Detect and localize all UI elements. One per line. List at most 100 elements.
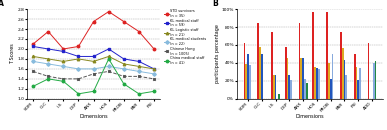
- Bar: [273, 76, 275, 99]
- Bar: [332, 54, 333, 99]
- KL medical staff
(n = 59): [122, 58, 126, 60]
- Bar: [278, 94, 280, 99]
- KL medical staff
(n = 59): [137, 61, 141, 62]
- Chinese Hong
(n = 1005): [106, 71, 111, 72]
- KL Logistic staff
(n = 21): [122, 63, 126, 65]
- KL Logistic staff
(n = 21): [91, 61, 96, 62]
- Bar: [330, 79, 332, 99]
- STD survivors
(n = 35): [137, 31, 141, 32]
- Chinese Hong
(n = 1005): [46, 76, 51, 77]
- Chinese Hong
(n = 1005): [137, 76, 141, 77]
- KL Logistic staff
(n = 21): [137, 66, 141, 67]
- Bar: [368, 43, 369, 99]
- KL Logistic staff
(n = 21): [31, 56, 36, 57]
- Bar: [357, 80, 359, 99]
- China medical staff
(n = 41): [122, 83, 126, 85]
- Bar: [342, 48, 344, 99]
- Y-axis label: T Scores: T Scores: [10, 44, 15, 64]
- Bar: [314, 67, 316, 99]
- KL medical staff
(n = 59): [106, 48, 111, 50]
- Bar: [316, 68, 318, 99]
- STD survivors
(n = 35): [31, 43, 36, 45]
- KL Logistic staff
(n = 21): [61, 61, 66, 62]
- Line: STD survivors
(n = 35): STD survivors (n = 35): [32, 10, 155, 50]
- X-axis label: Dimensions: Dimensions: [296, 114, 324, 119]
- KL medical staff
(n = 59): [46, 48, 51, 50]
- Bar: [288, 76, 290, 99]
- Chinese Hong
(n = 1005): [152, 78, 156, 80]
- Bar: [302, 58, 304, 99]
- Bar: [271, 32, 273, 99]
- Bar: [318, 69, 320, 99]
- X-axis label: Dimensions: Dimensions: [79, 114, 108, 119]
- KL medical students
(n = 22): [46, 63, 51, 65]
- KL medical students
(n = 22): [106, 66, 111, 67]
- Chinese Hong
(n = 1005): [91, 73, 96, 75]
- Bar: [304, 79, 306, 99]
- Bar: [247, 54, 249, 99]
- Line: KL Logistic staff
(n = 21): KL Logistic staff (n = 21): [32, 55, 155, 70]
- STD survivors
(n = 35): [106, 11, 111, 12]
- Chinese Hong
(n = 1005): [31, 71, 36, 72]
- China medical staff
(n = 41): [137, 93, 141, 95]
- Bar: [261, 54, 263, 99]
- STD survivors
(n = 35): [91, 21, 96, 22]
- Bar: [312, 12, 314, 99]
- Bar: [340, 32, 342, 99]
- Line: Chinese Hong
(n = 1005): Chinese Hong (n = 1005): [32, 70, 155, 80]
- KL medical students
(n = 22): [91, 68, 96, 70]
- Bar: [326, 12, 328, 99]
- KL medical staff
(n = 59): [152, 68, 156, 70]
- China medical staff
(n = 41): [152, 90, 156, 92]
- Bar: [356, 67, 357, 99]
- Bar: [354, 54, 356, 99]
- Chinese Hong
(n = 1005): [122, 76, 126, 77]
- Bar: [344, 60, 345, 99]
- China medical staff
(n = 41): [91, 90, 96, 92]
- Text: B: B: [212, 0, 218, 8]
- Bar: [249, 65, 251, 99]
- Bar: [306, 83, 308, 99]
- KL Logistic staff
(n = 21): [76, 58, 81, 60]
- Text: A: A: [0, 0, 4, 8]
- Bar: [245, 64, 247, 99]
- China medical staff
(n = 41): [76, 93, 81, 95]
- KL medical students
(n = 22): [122, 68, 126, 70]
- Bar: [345, 75, 347, 99]
- Bar: [285, 47, 287, 99]
- KL Logistic staff
(n = 21): [152, 68, 156, 70]
- Chinese Hong
(n = 1005): [61, 78, 66, 80]
- KL medical students
(n = 22): [137, 71, 141, 72]
- KL medical staff
(n = 59): [61, 51, 66, 52]
- STD survivors
(n = 35): [76, 46, 81, 47]
- Bar: [275, 75, 276, 99]
- KL medical students
(n = 22): [61, 66, 66, 67]
- Bar: [259, 47, 261, 99]
- China medical staff
(n = 41): [31, 86, 36, 87]
- STD survivors
(n = 35): [122, 21, 126, 22]
- Bar: [257, 22, 259, 99]
- Bar: [299, 22, 300, 99]
- Line: KL medical staff
(n = 59): KL medical staff (n = 59): [32, 45, 155, 70]
- KL Logistic staff
(n = 21): [106, 56, 111, 57]
- Line: China medical staff
(n = 41): China medical staff (n = 41): [32, 58, 155, 95]
- KL medical students
(n = 22): [76, 68, 81, 70]
- Bar: [287, 58, 288, 99]
- Bar: [243, 43, 245, 99]
- Bar: [300, 58, 302, 99]
- KL medical students
(n = 22): [31, 61, 36, 62]
- KL medical staff
(n = 59): [91, 56, 96, 57]
- KL medical staff
(n = 59): [31, 46, 36, 47]
- Bar: [375, 61, 377, 99]
- STD survivors
(n = 35): [46, 31, 51, 32]
- Bar: [359, 68, 361, 99]
- Bar: [328, 63, 330, 99]
- KL medical students
(n = 22): [152, 73, 156, 75]
- Bar: [290, 80, 292, 99]
- Chinese Hong
(n = 1005): [76, 78, 81, 80]
- KL Logistic staff
(n = 21): [46, 58, 51, 60]
- China medical staff
(n = 41): [61, 81, 66, 82]
- Line: KL medical students
(n = 22): KL medical students (n = 22): [32, 60, 155, 75]
- STD survivors
(n = 35): [61, 48, 66, 50]
- Legend: STD survivors
(n = 35), KL medical staff
(n = 59), KL Logistic staff
(n = 21), K: STD survivors (n = 35), KL medical staff…: [164, 9, 206, 65]
